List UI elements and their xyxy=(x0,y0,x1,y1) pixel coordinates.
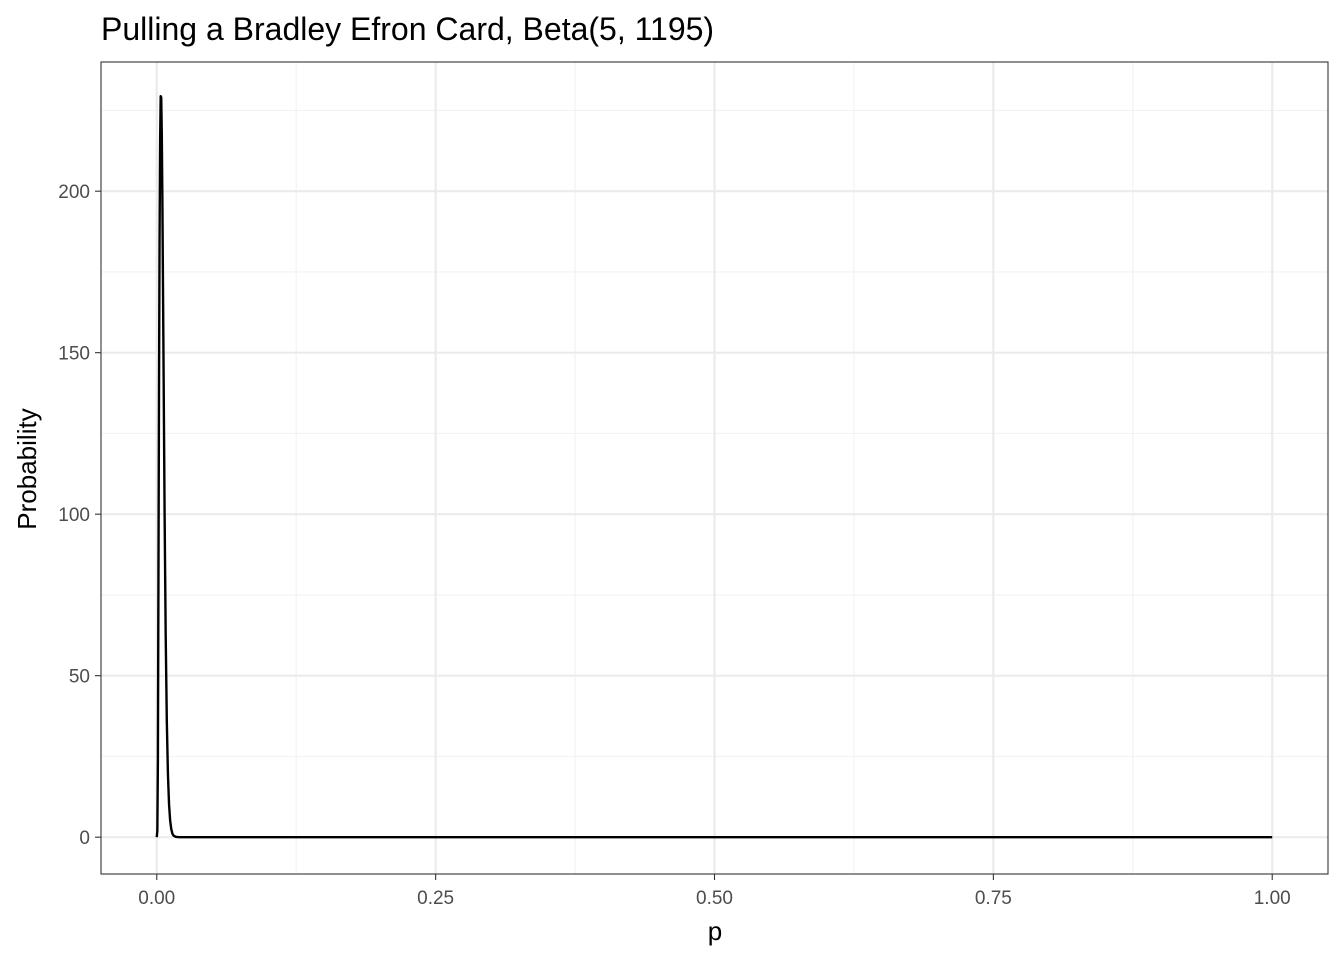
chart-title: Pulling a Bradley Efron Card, Beta(5, 11… xyxy=(101,11,714,47)
x-axis: 0.00 0.25 0.50 0.75 1.00 xyxy=(138,874,1291,909)
y-axis-label: Probability xyxy=(12,408,42,529)
y-tick-label: 100 xyxy=(58,505,90,526)
y-tick-label: 50 xyxy=(69,667,90,688)
major-grid xyxy=(101,62,1328,874)
y-tick-label: 150 xyxy=(58,344,90,365)
x-tick-label: 0.50 xyxy=(696,888,733,909)
x-axis-label: p xyxy=(708,916,722,946)
x-tick-label: 1.00 xyxy=(1254,888,1291,909)
y-axis: 0 50 100 150 200 xyxy=(58,182,101,849)
series-layer xyxy=(155,95,1273,839)
y-tick-label: 0 xyxy=(79,828,90,849)
x-tick-label: 0.00 xyxy=(138,888,175,909)
x-tick-label: 0.25 xyxy=(417,888,454,909)
density-curve xyxy=(155,95,1273,839)
y-tick-label: 200 xyxy=(58,182,90,203)
x-tick-label: 0.75 xyxy=(975,888,1012,909)
